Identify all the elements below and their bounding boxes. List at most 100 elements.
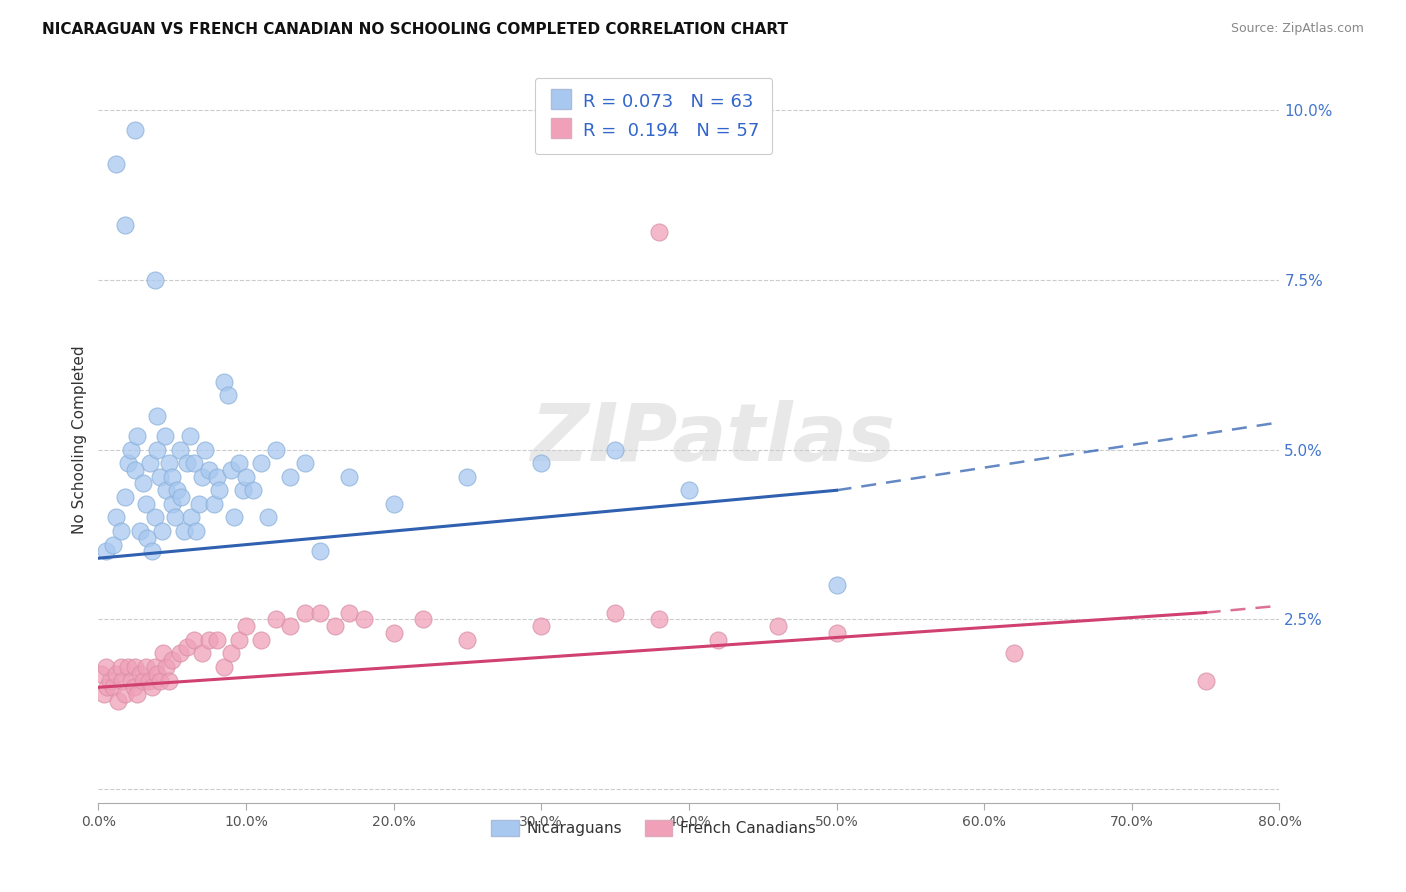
Point [124,123,146,137]
Y-axis label: No Schooling Completed: No Schooling Completed [72,345,87,533]
Point [179,429,201,443]
Point [205,469,228,483]
Point [96,681,118,695]
Point [530,619,553,633]
Point [648,225,671,239]
Point [107,694,129,708]
Point [235,619,257,633]
Point [221,463,243,477]
Point [605,442,627,457]
Point [125,687,148,701]
Point [114,490,136,504]
Point [187,497,209,511]
Point [132,673,155,688]
Point [166,483,188,498]
Point [149,673,172,688]
Legend: Nicaraguans, French Canadians: Nicaraguans, French Canadians [485,814,823,842]
Point [143,510,166,524]
Point [146,442,169,457]
Point [264,612,287,626]
Point [94,660,117,674]
Point [339,606,361,620]
Point [309,606,332,620]
Point [135,497,157,511]
Point [103,538,125,552]
Point [150,524,173,538]
Point [217,388,239,402]
Point [1002,646,1025,660]
Point [162,653,183,667]
Point [221,646,243,660]
Point [457,632,479,647]
Point [149,469,172,483]
Point [170,490,193,504]
Point [93,687,115,701]
Point [153,429,176,443]
Point [146,409,169,423]
Point [124,660,146,674]
Point [228,632,250,647]
Point [264,442,287,457]
Point [382,626,405,640]
Point [176,456,198,470]
Point [194,442,217,457]
Point [132,476,155,491]
Point [146,666,169,681]
Point [114,219,136,233]
Point [224,510,246,524]
Point [412,612,434,626]
Point [208,483,231,498]
Point [110,524,132,538]
Point [183,456,205,470]
Point [152,646,174,660]
Text: Source: ZipAtlas.com: Source: ZipAtlas.com [1230,22,1364,36]
Point [114,687,136,701]
Point [157,673,180,688]
Point [198,463,221,477]
Text: NICARAGUAN VS FRENCH CANADIAN NO SCHOOLING COMPLETED CORRELATION CHART: NICARAGUAN VS FRENCH CANADIAN NO SCHOOLI… [42,22,789,37]
Point [105,510,128,524]
Point [135,660,157,674]
Point [205,632,228,647]
Point [141,544,163,558]
Point [98,673,121,688]
Point [94,544,117,558]
Point [169,646,191,660]
Point [162,469,183,483]
Point [202,497,225,511]
Point [143,660,166,674]
Point [242,483,264,498]
Point [648,612,671,626]
Point [183,632,205,647]
Point [457,469,479,483]
Point [176,640,198,654]
Point [280,619,302,633]
Point [766,619,789,633]
Point [111,673,134,688]
Point [191,646,214,660]
Point [120,442,142,457]
Point [323,619,346,633]
Point [128,524,150,538]
Point [280,469,302,483]
Point [128,666,150,681]
Point [1195,673,1218,688]
Point [165,510,187,524]
Point [117,660,139,674]
Point [124,463,146,477]
Point [141,681,163,695]
Point [294,606,316,620]
Point [136,531,159,545]
Point [184,524,207,538]
Point [125,429,148,443]
Point [212,375,235,389]
Point [232,483,254,498]
Point [90,666,112,681]
Point [191,469,214,483]
Point [250,456,273,470]
Point [825,626,848,640]
Point [309,544,332,558]
Point [339,469,361,483]
Point [169,442,191,457]
Point [235,469,257,483]
